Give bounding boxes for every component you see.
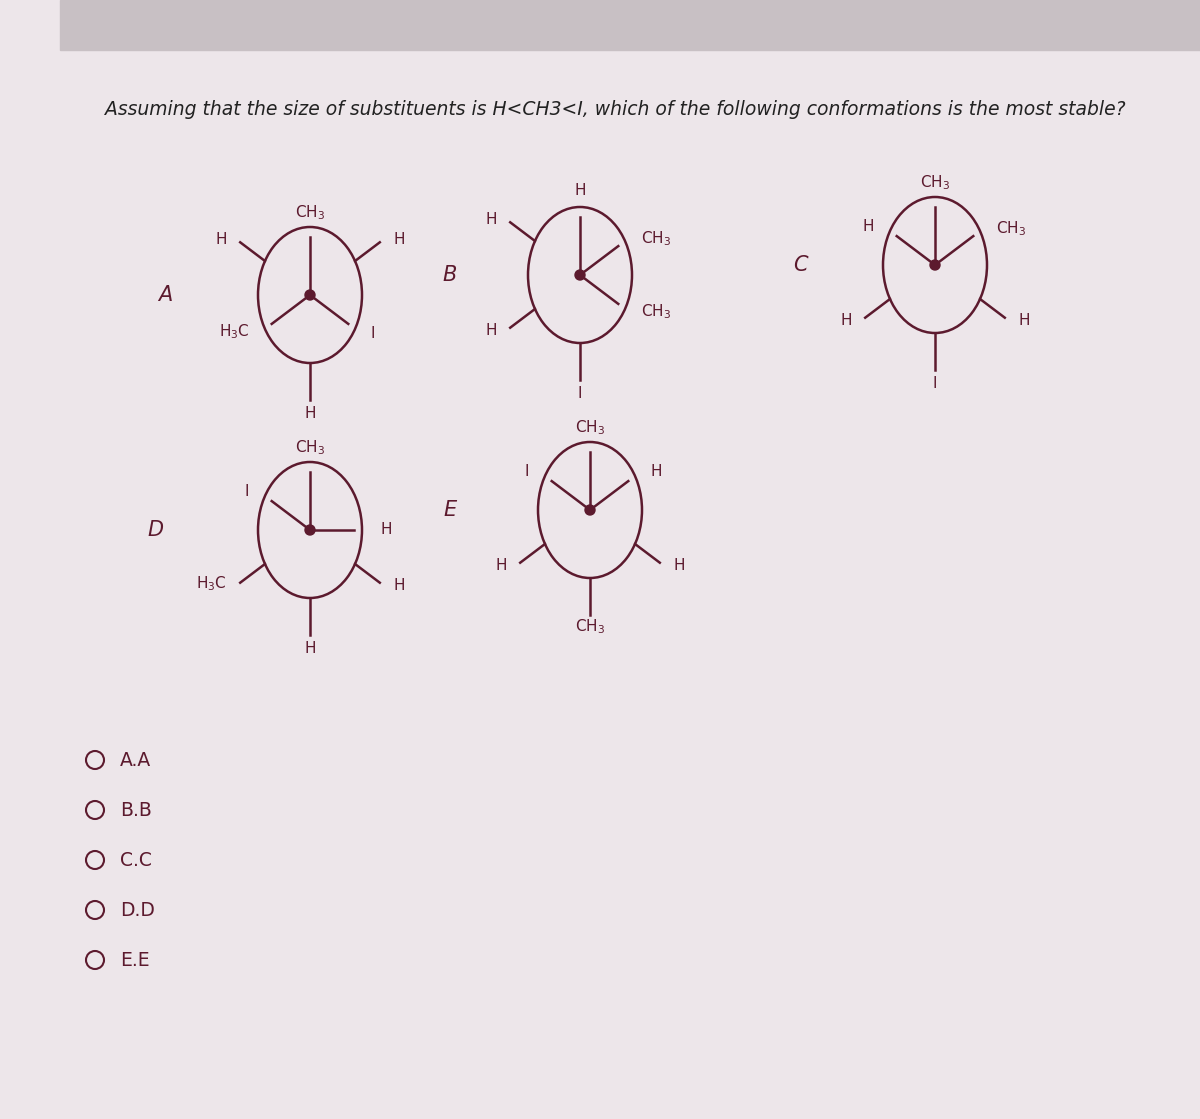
Text: CH$_3$: CH$_3$ bbox=[295, 439, 325, 457]
Text: H: H bbox=[380, 523, 391, 537]
Text: D.D: D.D bbox=[120, 901, 155, 920]
Text: H: H bbox=[305, 406, 316, 421]
Text: C.C: C.C bbox=[120, 850, 152, 869]
Text: H: H bbox=[394, 232, 404, 247]
Text: CH$_3$: CH$_3$ bbox=[641, 229, 671, 247]
Text: C: C bbox=[793, 255, 808, 275]
Text: H: H bbox=[863, 219, 875, 234]
Bar bbox=[60, 0, 1200, 50]
Text: CH$_3$: CH$_3$ bbox=[641, 302, 671, 321]
Circle shape bbox=[305, 525, 314, 535]
Text: CH$_3$: CH$_3$ bbox=[996, 219, 1026, 238]
Text: I: I bbox=[245, 485, 250, 499]
Circle shape bbox=[575, 270, 586, 280]
Text: CH$_3$: CH$_3$ bbox=[575, 617, 605, 636]
Text: E.E: E.E bbox=[120, 950, 150, 969]
Circle shape bbox=[930, 260, 940, 270]
Text: H: H bbox=[650, 464, 662, 479]
Text: H$_3$C: H$_3$C bbox=[196, 574, 227, 593]
Text: H: H bbox=[305, 641, 316, 656]
Text: I: I bbox=[932, 376, 937, 391]
Text: H: H bbox=[485, 213, 497, 227]
Text: Assuming that the size of substituents is H<CH3<I, which of the following confor: Assuming that the size of substituents i… bbox=[106, 100, 1126, 119]
Text: D: D bbox=[146, 520, 163, 540]
Text: B: B bbox=[443, 265, 457, 285]
Text: H: H bbox=[215, 232, 227, 247]
Text: CH$_3$: CH$_3$ bbox=[295, 204, 325, 222]
Text: H: H bbox=[840, 313, 852, 328]
Circle shape bbox=[305, 290, 314, 300]
Circle shape bbox=[586, 505, 595, 515]
Text: A.A: A.A bbox=[120, 751, 151, 770]
Text: I: I bbox=[577, 386, 582, 401]
Text: H: H bbox=[394, 577, 404, 593]
Text: H$_3$C: H$_3$C bbox=[218, 322, 250, 341]
Text: H: H bbox=[485, 323, 497, 338]
Text: A: A bbox=[158, 285, 172, 305]
Text: CH$_3$: CH$_3$ bbox=[920, 173, 950, 191]
Text: H: H bbox=[1019, 313, 1030, 328]
Text: H: H bbox=[673, 558, 685, 573]
Text: I: I bbox=[371, 326, 376, 341]
Text: E: E bbox=[443, 500, 457, 520]
Text: B.B: B.B bbox=[120, 800, 152, 819]
Text: CH$_3$: CH$_3$ bbox=[575, 419, 605, 436]
Text: I: I bbox=[524, 464, 529, 479]
Text: H: H bbox=[575, 184, 586, 198]
Text: H: H bbox=[496, 558, 506, 573]
